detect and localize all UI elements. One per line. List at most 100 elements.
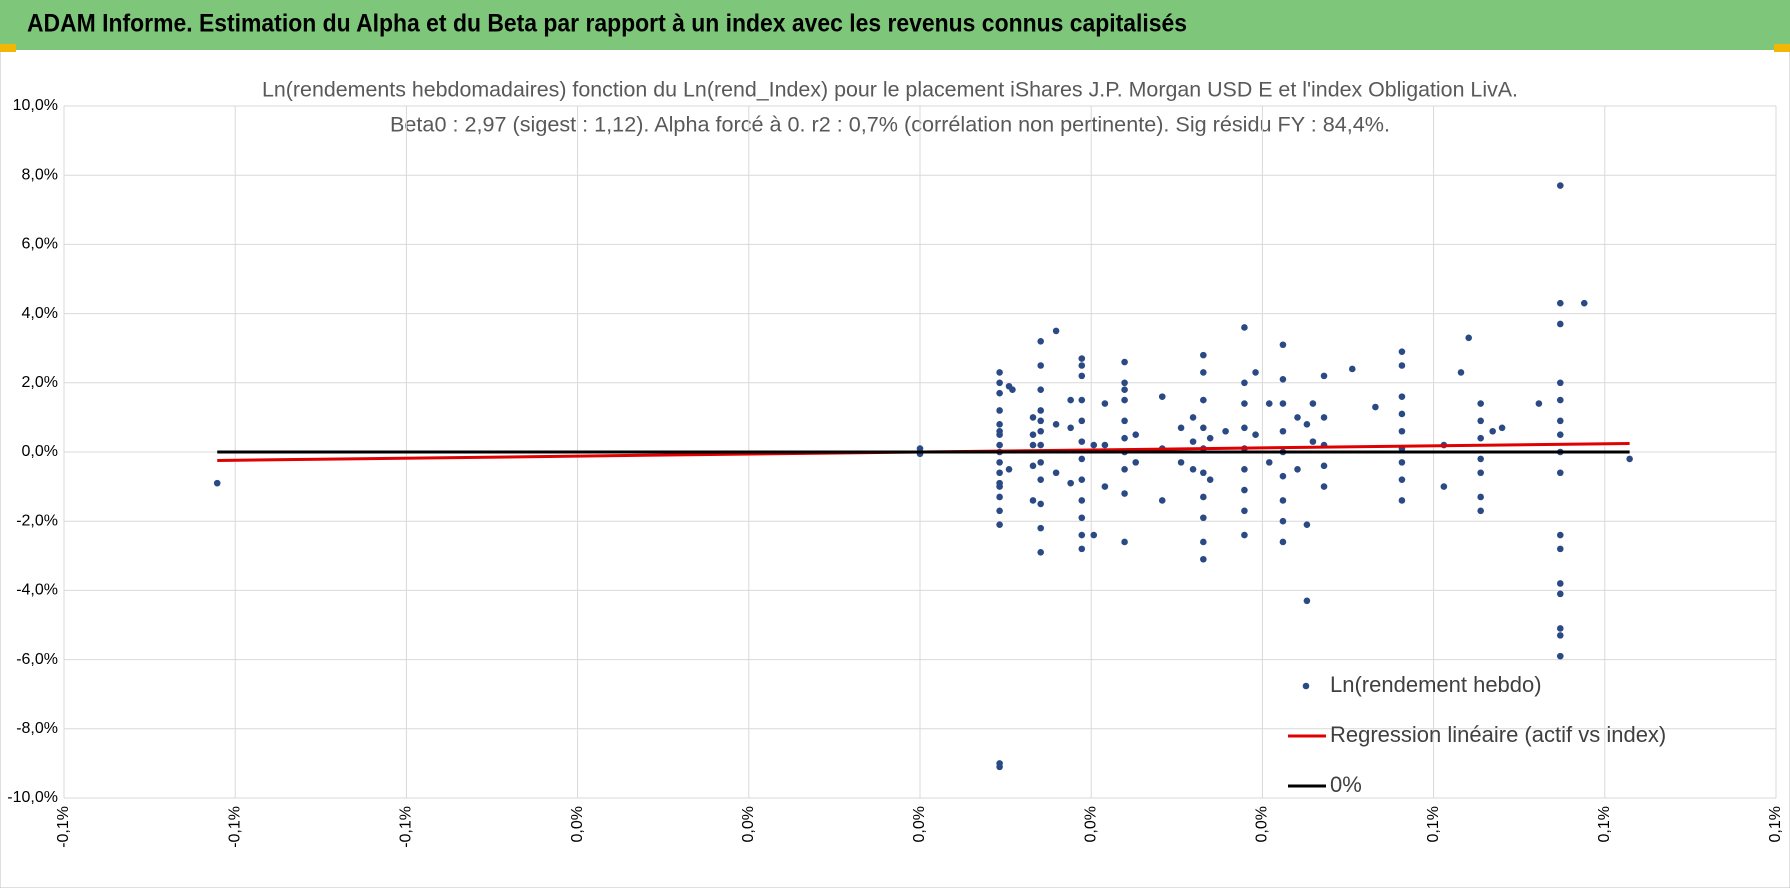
scatter-point bbox=[1200, 351, 1207, 359]
scatter-point bbox=[1556, 396, 1564, 404]
scatter-point bbox=[1158, 497, 1166, 504]
y-tick-label: 0,0% bbox=[22, 443, 58, 460]
scatter-point bbox=[1626, 455, 1633, 463]
scatter-point bbox=[1556, 531, 1564, 539]
corner bbox=[1774, 44, 1790, 52]
y-tick-label: 4,0% bbox=[22, 305, 58, 322]
scatter-point bbox=[1398, 348, 1406, 355]
scatter-point bbox=[996, 459, 1003, 466]
scatter-point bbox=[1320, 414, 1328, 421]
scatter-point bbox=[1029, 497, 1037, 504]
scatter-point bbox=[1067, 396, 1074, 404]
scatter-point bbox=[1294, 414, 1301, 421]
scatter-point bbox=[1477, 417, 1484, 425]
scatter-point bbox=[1200, 555, 1207, 563]
scatter-point bbox=[1465, 334, 1472, 342]
scatter-point bbox=[1241, 424, 1248, 432]
scatter-point bbox=[1037, 524, 1044, 532]
scatter-point bbox=[1200, 369, 1207, 376]
x-tick-label: -0,1% bbox=[226, 806, 243, 848]
scatter-point bbox=[1241, 324, 1248, 331]
scatter-point bbox=[1556, 590, 1564, 598]
y-tick-label: -2,0% bbox=[16, 512, 58, 529]
scatter-point bbox=[916, 445, 924, 452]
scatter-point bbox=[1029, 414, 1037, 421]
scatter-point bbox=[1101, 400, 1109, 407]
scatter-point bbox=[1052, 327, 1060, 335]
scatter-point bbox=[1052, 469, 1060, 477]
scatter-point bbox=[1556, 652, 1564, 660]
y-tick-label: 10,0% bbox=[13, 97, 58, 114]
scatter-point bbox=[1498, 424, 1506, 432]
scatter-point bbox=[1052, 421, 1060, 428]
scatter-point bbox=[1078, 497, 1086, 504]
x-tick-label: 0,0% bbox=[1254, 806, 1271, 842]
scatter-point bbox=[996, 369, 1003, 376]
scatter-point bbox=[1090, 531, 1098, 539]
scatter-point bbox=[1348, 365, 1356, 373]
x-tick-label: -0,1% bbox=[55, 806, 72, 848]
scatter-point bbox=[1398, 427, 1406, 435]
scatter-point bbox=[1556, 545, 1564, 553]
scatter-point bbox=[1556, 632, 1564, 639]
scatter-point bbox=[1078, 396, 1086, 404]
scatter-point bbox=[1279, 427, 1287, 435]
scatter-point bbox=[996, 407, 1003, 414]
x-tick-label: 0,0% bbox=[911, 806, 928, 842]
scatter-point bbox=[1279, 472, 1287, 480]
scatter-point bbox=[1279, 400, 1287, 407]
scatter-point bbox=[1252, 431, 1259, 439]
legend-label: Ln(rendement hebdo) bbox=[1330, 672, 1542, 697]
scatter-point bbox=[1206, 434, 1214, 442]
scatter-point bbox=[1294, 466, 1301, 473]
y-tick-label: -10,0% bbox=[7, 789, 58, 806]
scatter-point bbox=[1320, 462, 1328, 470]
scatter-point bbox=[996, 521, 1003, 528]
scatter-point bbox=[1556, 379, 1564, 387]
scatter-point bbox=[1372, 403, 1379, 411]
scatter-point bbox=[1398, 410, 1406, 418]
x-tick-label: 0,0% bbox=[1082, 806, 1099, 842]
scatter-point bbox=[1241, 507, 1248, 515]
legend-label: 0% bbox=[1330, 772, 1362, 797]
scatter-point bbox=[1078, 438, 1086, 445]
scatter-point bbox=[1303, 521, 1311, 528]
scatter-point bbox=[1556, 299, 1564, 307]
scatter-point bbox=[1206, 476, 1214, 483]
scatter-point bbox=[1303, 597, 1311, 605]
scatter-point bbox=[1132, 431, 1140, 439]
scatter-point bbox=[1078, 514, 1086, 522]
scatter-point bbox=[1477, 469, 1484, 477]
scatter-point bbox=[1265, 459, 1273, 466]
scatter-point bbox=[1177, 424, 1185, 432]
scatter-point bbox=[1457, 369, 1465, 376]
scatter-point bbox=[1037, 500, 1044, 508]
x-tick-label: 0,1% bbox=[1767, 806, 1784, 842]
scatter-point bbox=[1121, 538, 1128, 546]
scatter-point bbox=[1265, 400, 1273, 407]
y-tick-label: 8,0% bbox=[22, 166, 58, 183]
scatter-point bbox=[1132, 459, 1140, 466]
scatter-point bbox=[996, 507, 1003, 515]
scatter-point bbox=[996, 763, 1003, 771]
scatter-point bbox=[1279, 376, 1287, 383]
scatter-point bbox=[1477, 434, 1484, 442]
scatter-point bbox=[1241, 400, 1248, 407]
x-tick-label: 0,1% bbox=[1425, 806, 1442, 842]
scatter-point bbox=[1067, 424, 1074, 432]
scatter-point bbox=[1177, 459, 1185, 466]
scatter-point bbox=[1556, 625, 1564, 632]
scatter-point bbox=[1309, 438, 1317, 445]
scatter-point bbox=[1252, 369, 1259, 376]
scatter-point bbox=[1090, 441, 1098, 449]
scatter-point bbox=[1477, 455, 1484, 463]
legend-label: Regression linéaire (actif vs index) bbox=[1330, 722, 1666, 747]
scatter-point bbox=[1078, 362, 1086, 369]
scatter-point bbox=[1320, 483, 1328, 490]
scatter-point bbox=[1200, 396, 1207, 404]
scatter-point bbox=[1279, 538, 1287, 546]
scatter-point bbox=[1477, 507, 1484, 515]
x-tick-label: -0,1% bbox=[398, 806, 415, 848]
